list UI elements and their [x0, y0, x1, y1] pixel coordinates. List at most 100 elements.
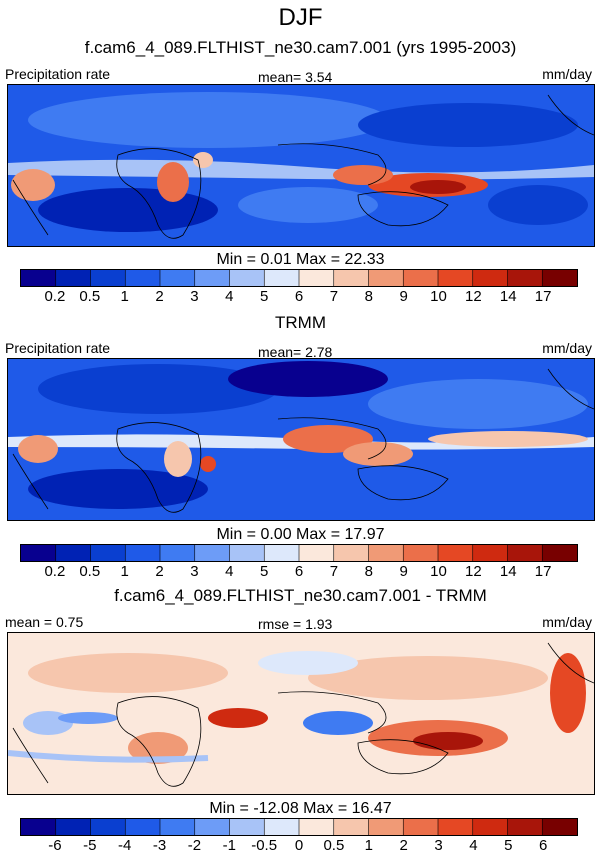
colorbar-tick-label: 3	[190, 563, 199, 580]
colorbar-swatch	[160, 545, 196, 561]
panel3-colorbar	[20, 818, 578, 836]
colorbar-tick-label: 10	[430, 288, 447, 305]
colorbar-tick-label: 2	[155, 288, 164, 305]
colorbar-swatch	[21, 270, 57, 286]
colorbar-swatch	[299, 270, 335, 286]
colorbar-tick-label: 2	[155, 563, 164, 580]
colorbar-tick-label: 6	[538, 837, 548, 854]
colorbar-swatch	[507, 819, 543, 835]
colorbar-tick-label: 5	[259, 563, 269, 580]
colorbar-swatch	[55, 545, 91, 561]
colorbar-tick-label: 0.2	[44, 563, 66, 580]
colorbar-swatch	[264, 819, 300, 835]
figure-title: DJF	[278, 4, 323, 31]
panel1-colorbar	[20, 269, 578, 287]
colorbar-tick-label: -4	[117, 837, 132, 854]
colorbar-tick-label: 14	[499, 288, 517, 305]
panel2-left-label: Precipitation rate	[5, 340, 111, 356]
colorbar-tick-label: 17	[534, 288, 552, 305]
panel2-units-label: mm/day	[542, 340, 592, 356]
panel2-mean-label: mean= 2.78	[258, 344, 333, 360]
colorbar-tick-label: -6	[48, 837, 62, 854]
colorbar-tick-label: -0.5	[251, 837, 278, 854]
colorbar-tick-label: 0	[294, 837, 304, 854]
colorbar-swatch	[368, 819, 404, 835]
colorbar-tick-label: 2	[399, 837, 408, 854]
panel2-map	[7, 358, 595, 521]
panel2-map-svg	[8, 359, 594, 520]
panel1-mean-label: mean= 3.54	[258, 69, 333, 85]
panel3-title: f.cam6_4_089.FLTHIST_ne30.cam7.001 - TRM…	[114, 586, 487, 605]
colorbar-swatch	[160, 819, 196, 835]
colorbar-swatch	[438, 270, 474, 286]
colorbar-swatch	[21, 545, 57, 561]
panel2-title: TRMM	[275, 313, 326, 332]
colorbar-tick-label: 12	[465, 563, 482, 580]
colorbar-tick-label: 17	[534, 563, 552, 580]
colorbar-swatch	[160, 270, 196, 286]
colorbar-swatch	[90, 819, 126, 835]
colorbar-swatch	[403, 270, 439, 286]
colorbar-tick-label: 9	[399, 288, 408, 305]
colorbar-tick-label: -1	[222, 837, 236, 854]
colorbar-swatch	[55, 819, 91, 835]
panel1-minmax: Min = 0.01 Max = 22.33	[216, 251, 385, 268]
panel3-units-label: mm/day	[542, 614, 592, 630]
colorbar-swatch	[542, 545, 577, 561]
colorbar-swatch	[229, 270, 265, 286]
colorbar-tick-label: 4	[469, 837, 478, 854]
colorbar-tick-label: 10	[430, 563, 447, 580]
colorbar-swatch	[472, 545, 508, 561]
colorbar-tick-label: 1	[364, 837, 373, 854]
panel1-left-label: Precipitation rate	[5, 66, 111, 82]
colorbar-swatch	[194, 545, 230, 561]
colorbar-tick-label: 3	[190, 288, 199, 305]
colorbar-tick-label: 9	[399, 563, 408, 580]
colorbar-tick-label: 14	[499, 563, 517, 580]
colorbar-tick-label: 12	[465, 288, 482, 305]
colorbar-tick-label: 7	[329, 288, 339, 305]
panel1-map	[7, 84, 595, 247]
panel2-colorbar-swatches	[21, 545, 577, 561]
colorbar-tick-label: 8	[364, 563, 373, 580]
panel3-colorbar-swatches	[21, 819, 577, 835]
colorbar-tick-label: 4	[225, 563, 234, 580]
panel1-colorbar-ticks: 0.2 0.5 1 2 3 4 5 6 7 8 9 10 12 14 17	[20, 288, 578, 306]
panel2-colorbar-ticks: 0.2 0.5 1 2 3 4 5 6 7 8 9 10 12 14 17	[20, 563, 578, 581]
colorbar-swatch	[229, 545, 265, 561]
colorbar-swatch	[21, 819, 57, 835]
colorbar-swatch	[264, 545, 300, 561]
colorbar-swatch	[403, 819, 439, 835]
colorbar-tick-label: 5	[259, 288, 269, 305]
colorbar-swatch	[125, 270, 161, 286]
colorbar-tick-label: 1	[120, 563, 129, 580]
panel3-mean-label: mean = 0.75	[5, 614, 84, 630]
colorbar-tick-label: 0.5	[79, 288, 101, 305]
panel1-units-label: mm/day	[542, 66, 592, 82]
colorbar-swatch	[507, 545, 543, 561]
panel3-map	[7, 632, 595, 795]
colorbar-tick-label: 4	[225, 288, 234, 305]
colorbar-tick-label: 0.5	[79, 563, 101, 580]
colorbar-swatch	[125, 545, 161, 561]
colorbar-tick-label: 0.2	[44, 288, 66, 305]
colorbar-tick-label: 5	[504, 837, 513, 854]
colorbar-tick-label: 7	[329, 563, 339, 580]
colorbar-tick-label: -2	[187, 837, 202, 854]
panel3-rmse-label: rmse = 1.93	[258, 616, 333, 632]
panel1-colorbar-swatches	[21, 270, 577, 286]
panel3-minmax: Min = -12.08 Max = 16.47	[209, 800, 392, 817]
colorbar-swatch	[403, 545, 439, 561]
colorbar-swatch	[229, 819, 265, 835]
colorbar-swatch	[333, 819, 369, 835]
colorbar-swatch	[264, 270, 300, 286]
colorbar-swatch	[333, 270, 369, 286]
colorbar-swatch	[299, 545, 335, 561]
colorbar-swatch	[472, 270, 508, 286]
colorbar-tick-label: -5	[83, 837, 97, 854]
panel2-minmax: Min = 0.00 Max = 17.97	[216, 526, 385, 543]
colorbar-swatch	[368, 270, 404, 286]
colorbar-swatch	[125, 819, 161, 835]
colorbar-swatch	[472, 819, 508, 835]
colorbar-swatch	[90, 545, 126, 561]
